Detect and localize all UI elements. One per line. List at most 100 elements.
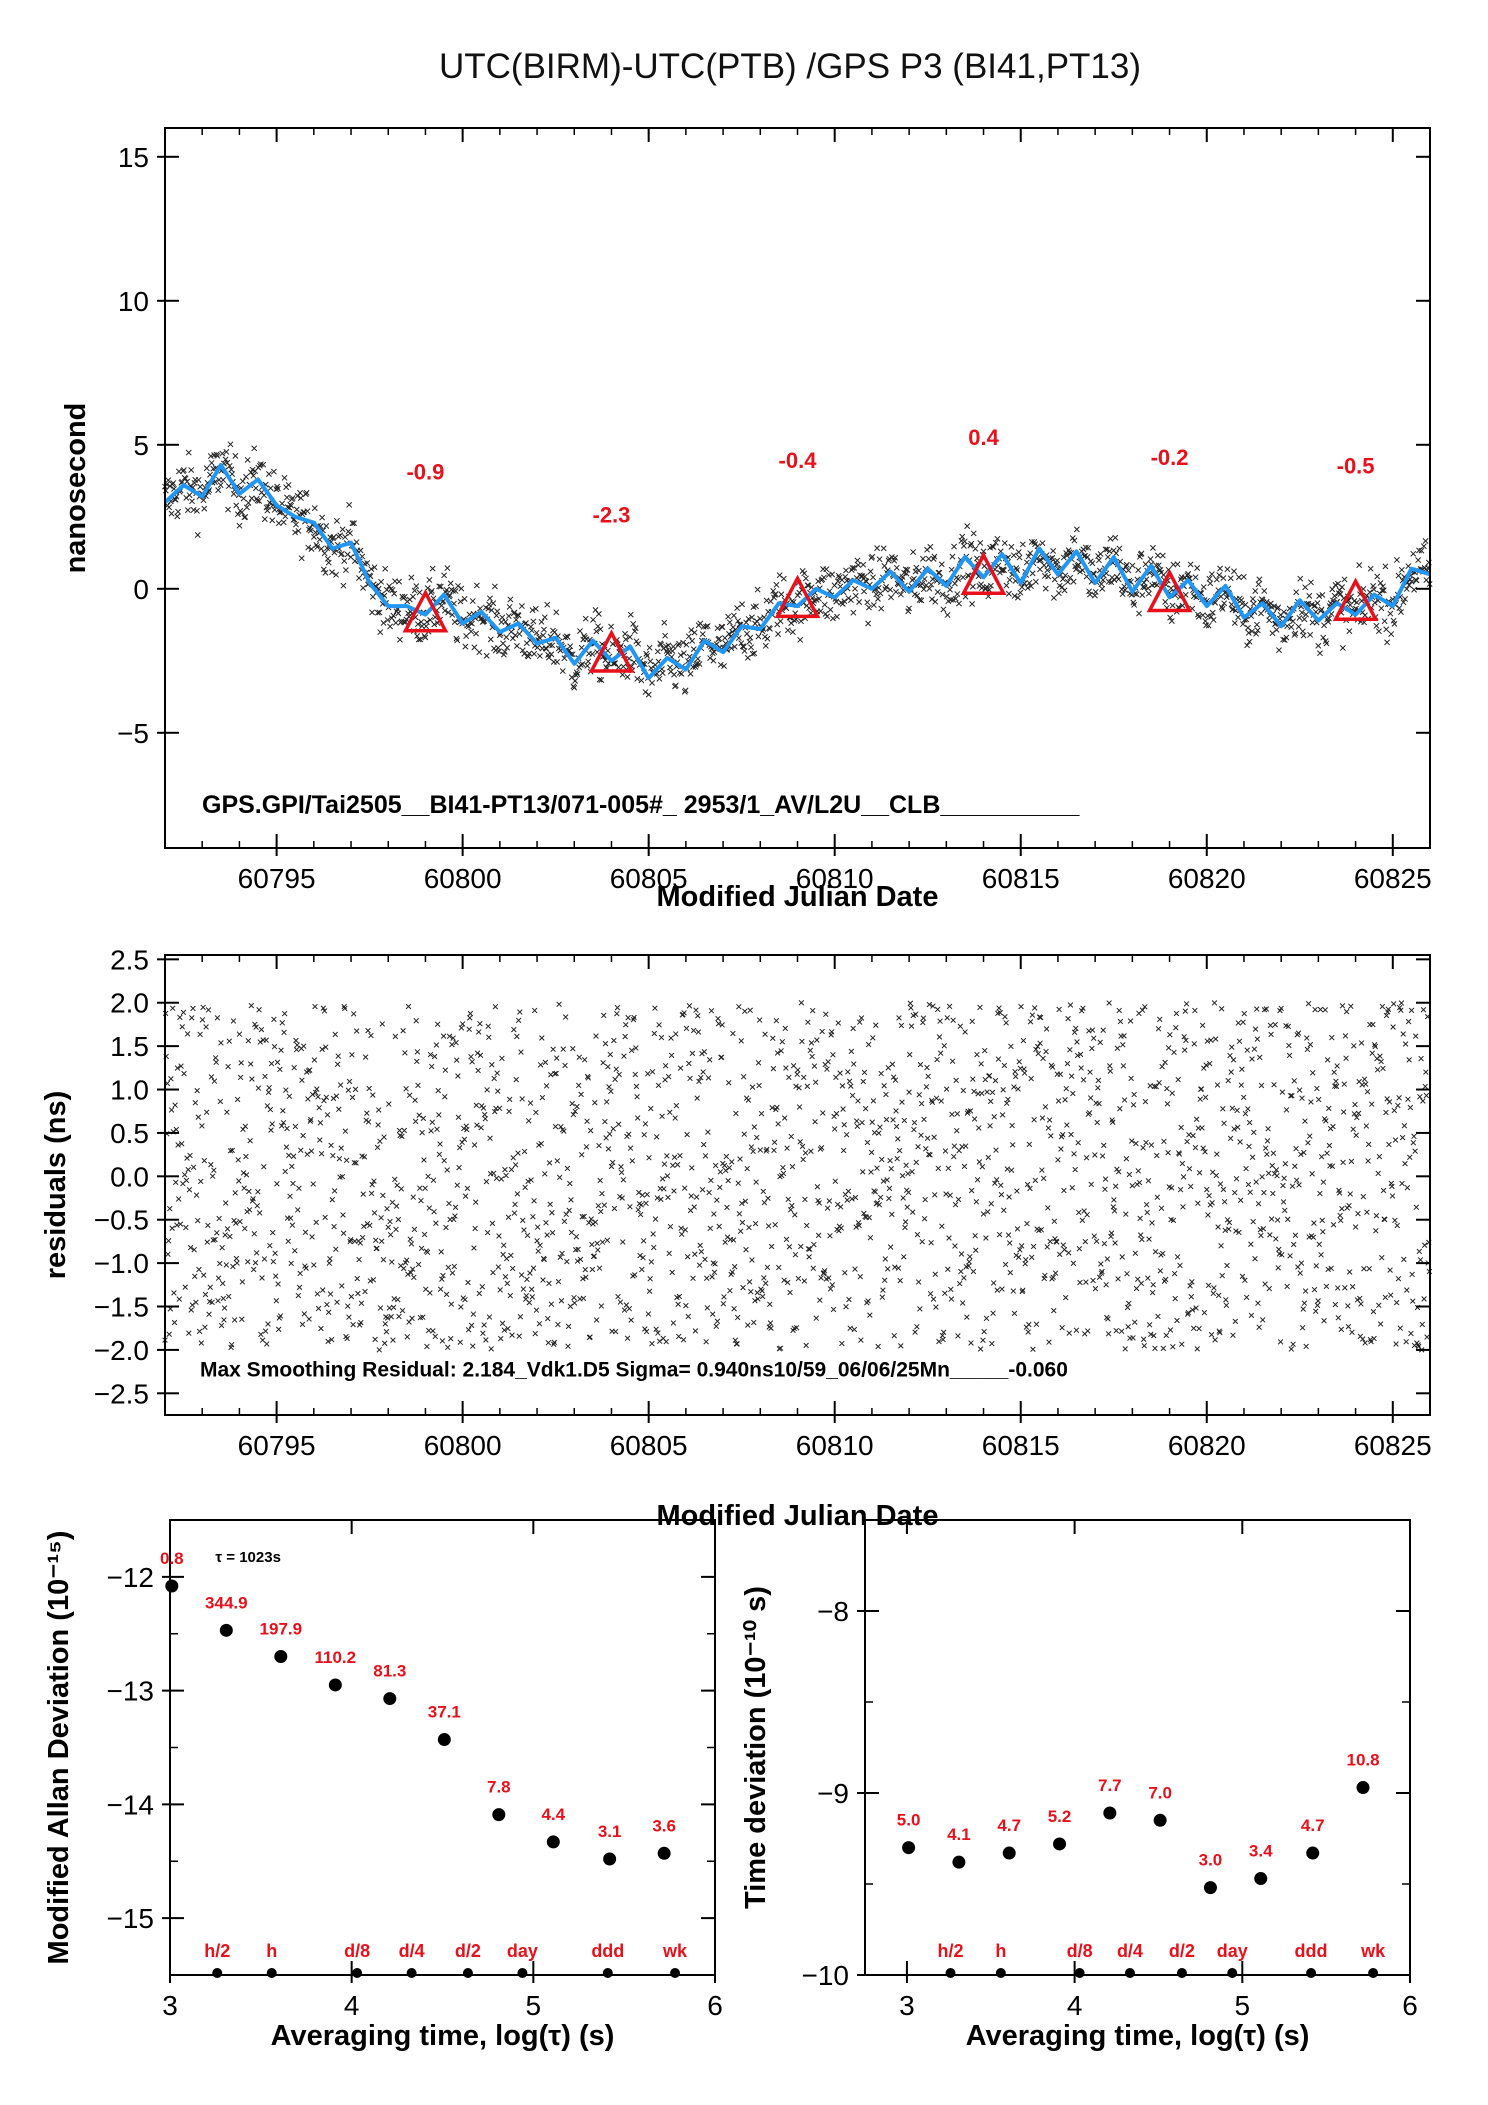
residual-marker (1069, 1185, 1075, 1191)
residual-marker (1211, 1285, 1217, 1291)
residual-marker (503, 1172, 509, 1179)
residual-marker (1299, 1325, 1306, 1331)
residual-marker (955, 1333, 961, 1339)
x-axis-label: Modified Julian Date (657, 1500, 939, 1532)
residual-marker (1199, 1022, 1206, 1029)
residual-marker (636, 1189, 642, 1196)
x-tick-label: 4 (1067, 1990, 1083, 2021)
residual-marker (1310, 1234, 1317, 1241)
residual-marker (470, 1311, 477, 1317)
residual-marker (1105, 1331, 1112, 1337)
residual-marker (1307, 1041, 1314, 1048)
residual-marker (234, 1096, 241, 1103)
data-point-marker (1227, 575, 1234, 582)
residual-marker (763, 1148, 770, 1154)
residual-marker (1401, 1122, 1408, 1129)
residual-marker (1309, 1070, 1316, 1076)
residual-marker (212, 1236, 218, 1243)
residual-marker (562, 1062, 568, 1069)
residual-marker (628, 1317, 634, 1323)
residual-marker (1037, 1014, 1044, 1021)
residual-marker (687, 1075, 693, 1082)
residual-marker (692, 1251, 698, 1257)
residual-marker (458, 1025, 465, 1031)
residual-marker (420, 1115, 427, 1122)
data-point-marker (827, 606, 834, 613)
data-point-marker (579, 661, 586, 668)
residual-marker (843, 1303, 849, 1310)
residual-marker (412, 1097, 418, 1104)
residual-marker (946, 1235, 952, 1241)
residual-marker (1000, 1087, 1006, 1093)
data-point-marker (571, 684, 578, 691)
residual-marker (886, 1195, 892, 1202)
data-point-marker (906, 605, 912, 612)
residual-marker (1027, 1185, 1033, 1192)
y-tick-label: −1.0 (94, 1248, 149, 1279)
data-point-marker (1373, 622, 1380, 629)
data-point-marker (1219, 605, 1226, 612)
residual-marker (1042, 1104, 1049, 1110)
residual-marker (281, 1029, 287, 1036)
residual-marker (290, 1180, 296, 1187)
data-point-marker (443, 587, 450, 593)
residual-marker (1123, 1156, 1130, 1162)
residual-marker (1290, 1341, 1296, 1347)
residual-marker (911, 1119, 918, 1126)
residual-marker (361, 1223, 367, 1230)
residual-marker (845, 1069, 851, 1075)
residual-marker (369, 1181, 375, 1188)
residual-marker (947, 1192, 953, 1199)
residual-marker (1255, 1200, 1262, 1207)
residual-marker (1238, 1082, 1245, 1088)
residual-marker (255, 1189, 261, 1195)
residual-marker (169, 1225, 175, 1231)
data-point-marker (1301, 616, 1308, 623)
residual-marker (1253, 1179, 1259, 1185)
data-point-marker (229, 471, 236, 477)
data-point-marker (883, 583, 890, 590)
residual-marker (662, 1062, 669, 1069)
residual-marker (880, 1178, 887, 1184)
residual-marker (748, 1144, 755, 1150)
residual-marker (1358, 1040, 1365, 1046)
residual-marker (683, 1025, 690, 1032)
data-point-marker (1001, 540, 1008, 547)
data-point-marker (870, 602, 877, 609)
residual-marker (421, 1231, 428, 1238)
residual-marker (901, 1117, 908, 1124)
residual-marker (1034, 1043, 1041, 1050)
residual-marker (1315, 1096, 1322, 1103)
residual-marker (1199, 1125, 1205, 1131)
residual-marker (1111, 1197, 1117, 1203)
residual-marker (1331, 1069, 1337, 1075)
residual-marker (950, 1017, 956, 1023)
residual-marker (278, 1123, 285, 1129)
residual-marker (561, 1128, 567, 1134)
residual-marker (255, 1085, 262, 1091)
residual-marker (1188, 1294, 1195, 1300)
data-point-marker (523, 620, 529, 627)
residual-marker (971, 1116, 978, 1122)
residual-marker (469, 1058, 475, 1065)
residual-marker (1100, 1027, 1106, 1033)
data-point-marker (538, 618, 545, 625)
residual-marker (1114, 1045, 1121, 1051)
residual-marker (1255, 1300, 1261, 1306)
residual-marker (756, 1082, 762, 1089)
residual-marker (833, 1110, 840, 1117)
data-point-marker (897, 591, 904, 598)
residual-marker (568, 1229, 575, 1236)
data-point-marker (1044, 567, 1051, 574)
data-point-marker (303, 489, 310, 496)
residual-marker (599, 1190, 605, 1197)
data-point-marker (1403, 585, 1410, 592)
residual-marker (621, 1053, 627, 1059)
residual-marker (606, 1084, 612, 1090)
data-point-marker (333, 571, 340, 578)
residual-marker (236, 1031, 243, 1037)
data-point-marker (544, 601, 551, 608)
residual-marker (202, 1291, 209, 1298)
residual-marker (920, 1019, 926, 1026)
residual-marker (922, 1196, 928, 1203)
